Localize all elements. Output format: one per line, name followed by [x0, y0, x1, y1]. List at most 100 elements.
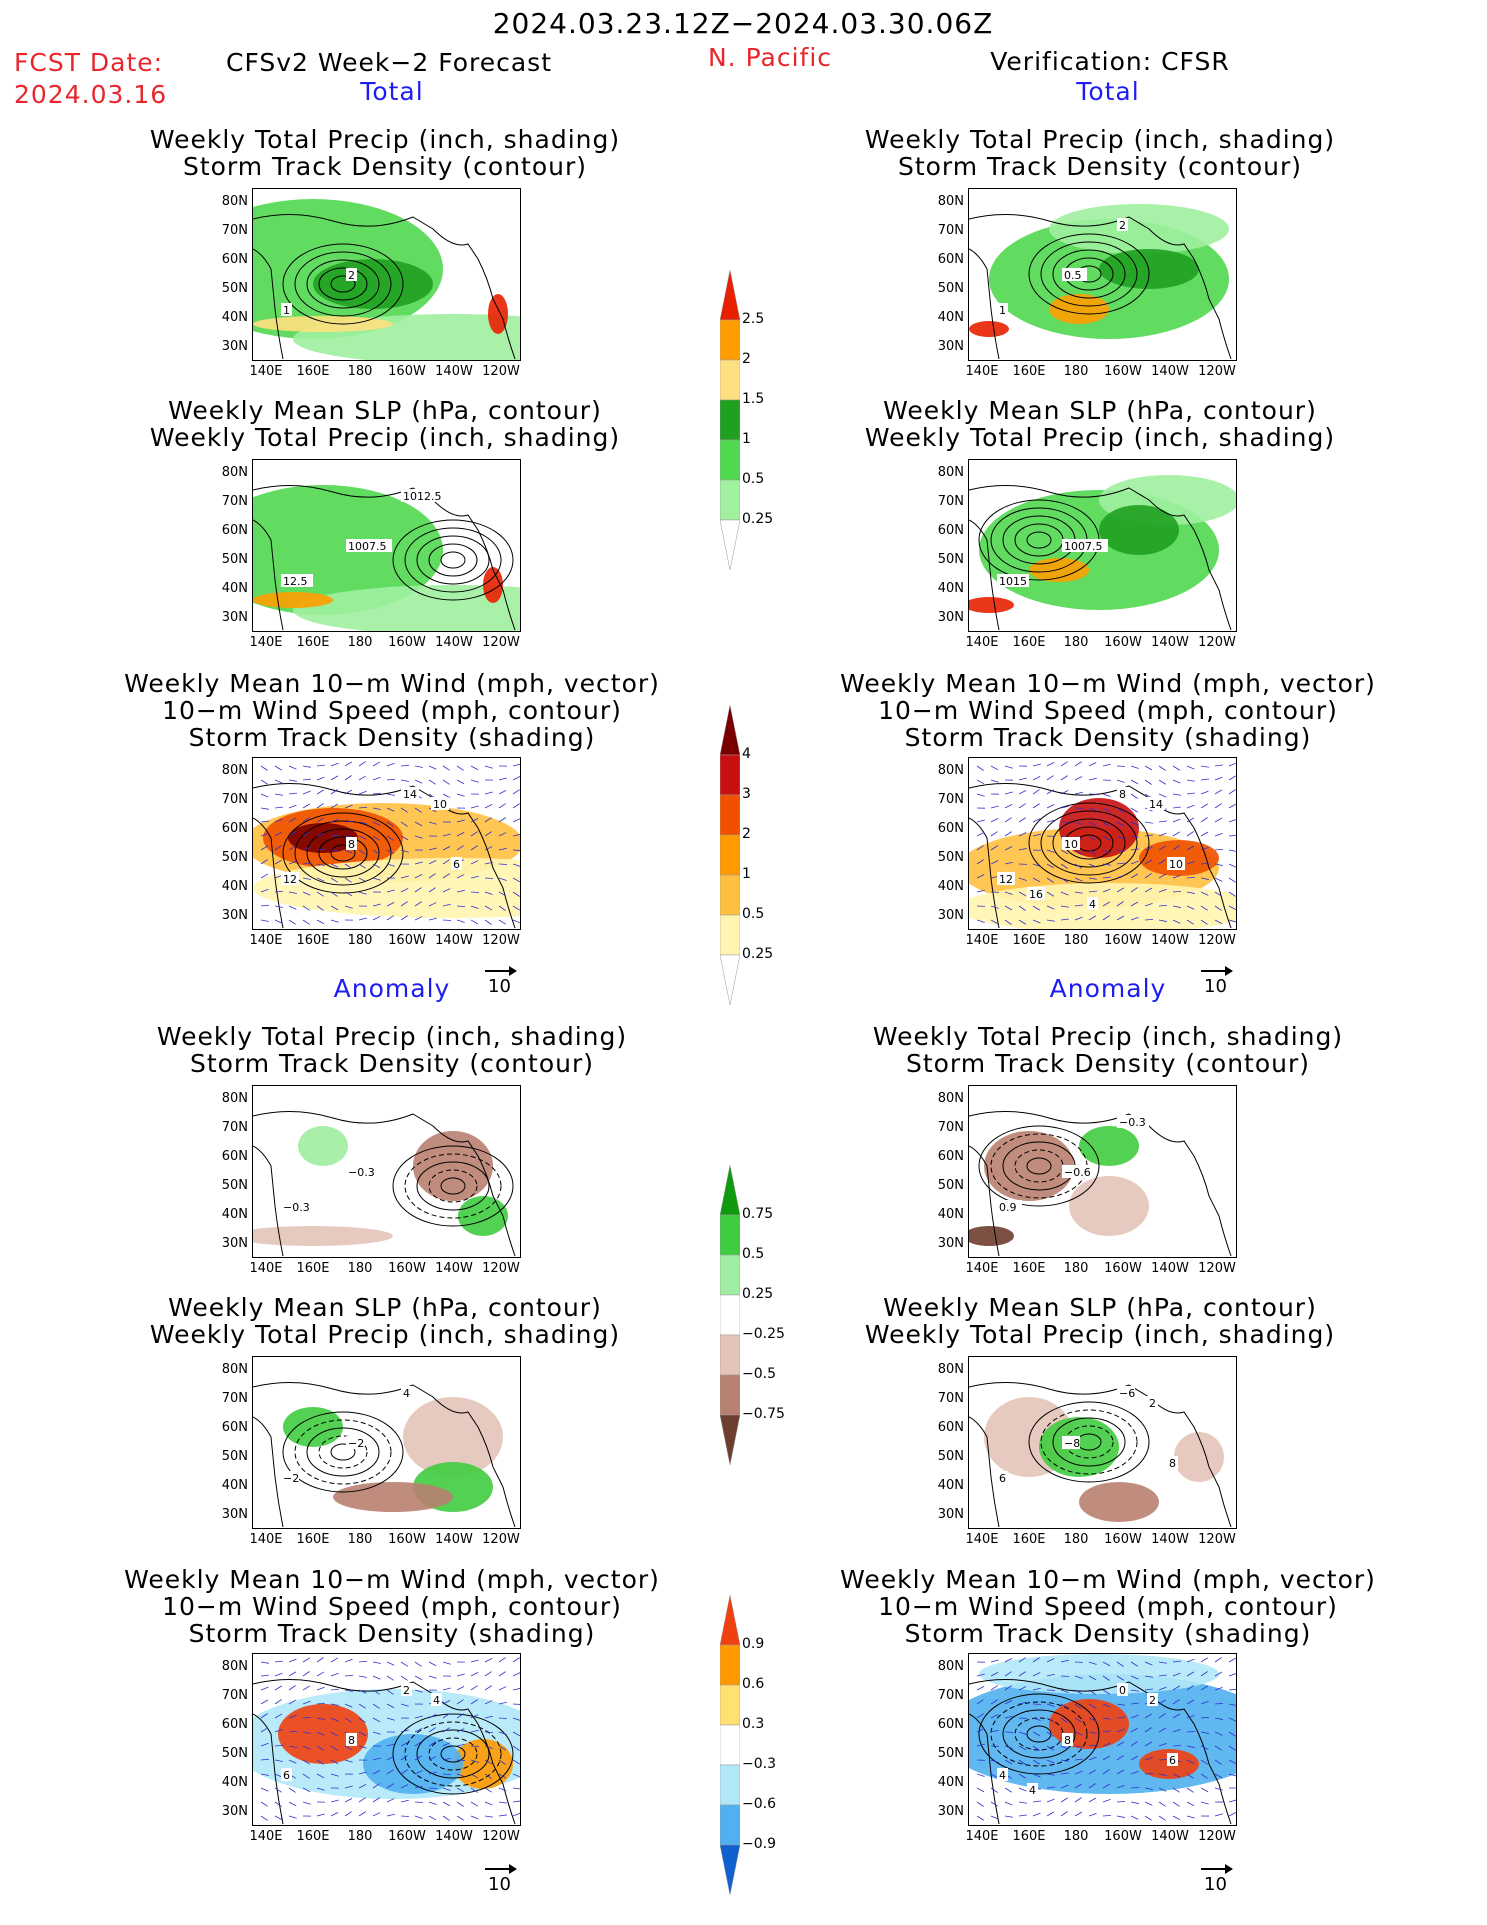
wind-vector [1214, 1745, 1222, 1751]
wind-vector [302, 1700, 311, 1705]
contour-label: −0.6 [1064, 1166, 1091, 1179]
wind-vector [274, 806, 283, 809]
wind-vector [260, 845, 269, 851]
lon-label: 140W [435, 635, 473, 650]
wind-vector [288, 804, 297, 809]
wind-vector [288, 860, 297, 865]
wind-vector [358, 1689, 367, 1694]
lon-label: 160E [1012, 635, 1046, 650]
wind-vector [442, 1687, 451, 1691]
wind-vector [1102, 1783, 1111, 1789]
lat-label: 80N [221, 1362, 248, 1377]
wind-vector [1074, 821, 1083, 825]
fcst-anom-wind-title: Weekly Mean 10−m Wind (mph, vector) 10−m … [124, 1565, 660, 1648]
wind-vector [1102, 1742, 1111, 1747]
wind-vector [1200, 778, 1209, 781]
contour-label-bg [1062, 1165, 1094, 1178]
wind-vector [358, 806, 368, 809]
wind-vector [302, 1685, 311, 1691]
colorbar-segment [719, 1594, 741, 1646]
wind-vector [1102, 1675, 1110, 1681]
fcst-anom-slp-title: Weekly Mean SLP (hPa, contour) Weekly Tot… [149, 1293, 621, 1349]
wind-vector [386, 1783, 394, 1789]
map-svg: 1015 1007.5 [969, 475, 1236, 631]
wind-vector [1018, 777, 1027, 781]
colorbar-level: −0.5 [742, 1366, 776, 1382]
wind-vector [400, 1784, 409, 1789]
wind-vector [1060, 1717, 1068, 1723]
contour-line [1028, 233, 1150, 315]
wind-vector [512, 775, 520, 781]
wind-vector [1060, 918, 1069, 921]
lon-label: 140E [249, 933, 283, 948]
wind-vector [1200, 1716, 1210, 1719]
shading-region [969, 321, 1009, 337]
wind-vector [1116, 1675, 1125, 1681]
contour-label-bg [401, 489, 447, 502]
wind-vector [442, 873, 450, 879]
map-verif-anom-slp: 6 −8 −6 2 8 [968, 1356, 1237, 1529]
contour-label: 1007.5 [1064, 540, 1103, 553]
colorbar-segment [719, 519, 741, 571]
lat-label: 60N [937, 1717, 964, 1732]
wind-vector [358, 849, 366, 855]
wind-vector [1074, 1783, 1083, 1789]
wind-vector [414, 916, 423, 921]
wind-vector [1046, 1759, 1055, 1764]
contour-label: −6 [1119, 1387, 1135, 1400]
lat-label: 40N [937, 310, 964, 325]
wind-vector [990, 860, 999, 865]
wind-vector [372, 1661, 381, 1664]
wind-vector [428, 1815, 437, 1821]
wind-vector [1088, 807, 1097, 811]
wind-vector [1004, 765, 1013, 769]
wind-vector [1046, 762, 1055, 767]
wind-vector [274, 890, 284, 893]
wind-vector [1074, 761, 1082, 767]
wind-vector [344, 775, 352, 781]
wind-vector [1200, 1700, 1209, 1705]
contour-label: 12 [999, 873, 1013, 886]
wind-vector [1130, 793, 1138, 799]
wind-vector [302, 905, 310, 911]
wind-vector [484, 803, 493, 809]
contour-line [330, 275, 356, 293]
colorbar-segment [719, 1804, 741, 1846]
lat-label: 30N [937, 1507, 964, 1522]
contour-label: 12.5 [283, 575, 308, 588]
wind-vector [976, 889, 985, 893]
wind-vector [428, 1741, 436, 1747]
wind-vector [288, 792, 297, 795]
wind-vector [1214, 803, 1222, 809]
wind-vector [990, 919, 999, 925]
contour-label: 2 [1119, 219, 1126, 232]
wind-vector [512, 1657, 520, 1663]
wind-vector [1158, 859, 1166, 865]
contour-label: −2 [283, 1472, 299, 1485]
wind-vector [260, 1699, 269, 1705]
map-svg: 6 −8 −6 2 8 [969, 1382, 1232, 1528]
lat-label: 30N [937, 908, 964, 923]
wind-vector [442, 1727, 450, 1733]
wind-vector [372, 792, 382, 795]
lon-label: 140W [1151, 1261, 1189, 1276]
contour-label: 10 [1064, 838, 1078, 851]
wind-vector [512, 891, 520, 897]
wind-vector [470, 1671, 479, 1677]
wind-vector [400, 764, 410, 767]
wind-vector [1018, 1686, 1027, 1691]
wind-vector [274, 1672, 283, 1677]
wind-vector [1102, 915, 1110, 921]
wind-vector [302, 1671, 310, 1677]
wind-vector [1074, 891, 1083, 894]
wind-vector [1060, 1759, 1069, 1762]
wind-vector [358, 775, 367, 781]
colorbar-level: −0.75 [742, 1406, 785, 1422]
wind-vector [1144, 821, 1153, 824]
contour-label: 8 [1169, 1457, 1176, 1470]
wind-vector [1186, 1699, 1195, 1705]
wind-vector [260, 1758, 270, 1761]
lon-label: 120W [482, 1829, 520, 1844]
map-svg: 6 8 2 4 [253, 1657, 520, 1825]
wind-vector [456, 765, 464, 771]
